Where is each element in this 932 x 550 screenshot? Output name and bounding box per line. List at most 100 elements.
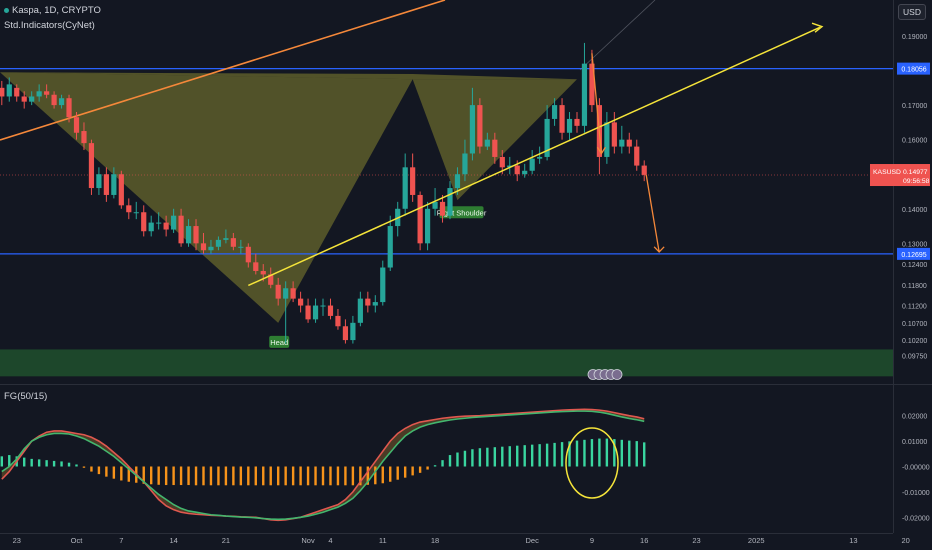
candle <box>29 91 35 106</box>
current-price-value: 0.14977 <box>903 169 928 176</box>
histogram-bar <box>209 466 213 486</box>
histogram-bar <box>247 466 250 486</box>
candle-body <box>454 174 461 189</box>
candle-body <box>141 212 147 232</box>
candle <box>118 170 124 209</box>
candle <box>447 181 453 220</box>
histogram-bar <box>463 450 467 467</box>
candle-body <box>559 105 565 133</box>
candle-body <box>163 222 169 230</box>
candle-body <box>492 139 498 157</box>
projection-arrowhead-1 <box>596 146 606 155</box>
candle <box>223 229 229 244</box>
orange-trendline <box>0 0 446 141</box>
histogram-bar <box>643 442 646 467</box>
oscillator-legend: FG(50/15) <box>4 391 47 402</box>
candle-body <box>365 298 371 306</box>
histogram-bar <box>613 439 616 467</box>
histogram-bar <box>433 465 437 467</box>
histogram-bar <box>194 466 198 486</box>
symbol-legend: Kaspa, 1D, CRYPTO <box>4 5 101 16</box>
candle-body <box>357 298 363 323</box>
candle-body <box>58 98 65 106</box>
candle <box>507 156 513 175</box>
candle-body <box>626 139 632 147</box>
price-tick-label: 0.14000 <box>902 207 927 214</box>
candle-body <box>44 91 50 95</box>
histogram-bar <box>545 443 549 467</box>
projection-arrowhead-2 <box>653 246 665 253</box>
candle <box>492 132 498 164</box>
candle-body <box>118 174 124 206</box>
histogram-bar <box>575 440 579 467</box>
histogram-bar <box>426 466 429 470</box>
candle-body <box>350 322 356 341</box>
candle-body <box>641 165 647 175</box>
price-tick-label: 0.10700 <box>902 321 927 328</box>
candle-body <box>469 105 476 154</box>
candle-body <box>447 188 453 216</box>
candle-body <box>193 226 199 244</box>
time-tick-label: 2025 <box>748 536 765 545</box>
histogram-bar <box>127 466 130 482</box>
histogram-bar <box>202 466 205 486</box>
candle-body <box>290 288 296 299</box>
candle-body <box>544 118 550 157</box>
time-tick-label: 21 <box>222 536 230 545</box>
projection-arrow-1 <box>591 53 603 154</box>
candle-body <box>171 215 177 230</box>
candle-body <box>424 208 431 244</box>
candle-body <box>499 156 505 168</box>
price-tick-label: 0.18056 <box>901 67 926 74</box>
time-tick-label: Nov <box>301 536 315 545</box>
histogram-bar <box>306 466 310 486</box>
histogram-bar <box>530 444 534 467</box>
time-tick-label: 4 <box>328 536 332 545</box>
candle-body <box>126 205 132 213</box>
time-tick-label: 13 <box>849 536 857 545</box>
time-tick-label: 20 <box>901 536 909 545</box>
candle <box>14 84 20 102</box>
candle-body <box>342 326 349 341</box>
signal-line-green <box>1 410 645 521</box>
candle <box>604 112 610 164</box>
histogram-bar <box>0 456 4 467</box>
candle-body <box>260 270 266 275</box>
candle-body <box>14 87 20 97</box>
candle <box>58 94 65 109</box>
price-tick-label: 0.10200 <box>902 338 927 345</box>
histogram-bar <box>52 460 56 467</box>
candle-body <box>477 105 483 147</box>
candle <box>424 201 431 251</box>
indicator-legend: Std.Indicators(CyNet) <box>4 20 95 31</box>
candle-body <box>298 298 304 306</box>
candle <box>469 87 476 161</box>
candle-body <box>581 63 588 126</box>
candle <box>402 153 408 216</box>
candle <box>126 198 132 220</box>
time-tick-label: 23 <box>692 536 700 545</box>
histogram-bar <box>403 466 407 478</box>
current-price-countdown: 09:56:58 <box>903 178 930 185</box>
candle-body <box>223 238 229 240</box>
time-tick-label: Dec <box>525 536 539 545</box>
candle-body <box>305 305 311 320</box>
candle <box>387 215 393 271</box>
candle <box>230 232 236 251</box>
current-price-tag <box>870 164 930 187</box>
candle-body <box>178 215 184 244</box>
time-tick-label: 14 <box>169 536 177 545</box>
candle-body <box>484 139 490 147</box>
histogram-bar <box>501 446 504 467</box>
candle <box>619 125 625 154</box>
histogram-bar <box>179 466 183 486</box>
candle-body <box>245 246 251 263</box>
price-tick-label: 0.12695 <box>901 252 926 259</box>
histogram-bar <box>628 440 631 467</box>
currency-button[interactable]: USD <box>898 4 926 20</box>
candle-body <box>268 274 274 285</box>
candle-body <box>380 267 386 303</box>
candle-body <box>604 122 610 157</box>
candle-body <box>230 238 236 247</box>
